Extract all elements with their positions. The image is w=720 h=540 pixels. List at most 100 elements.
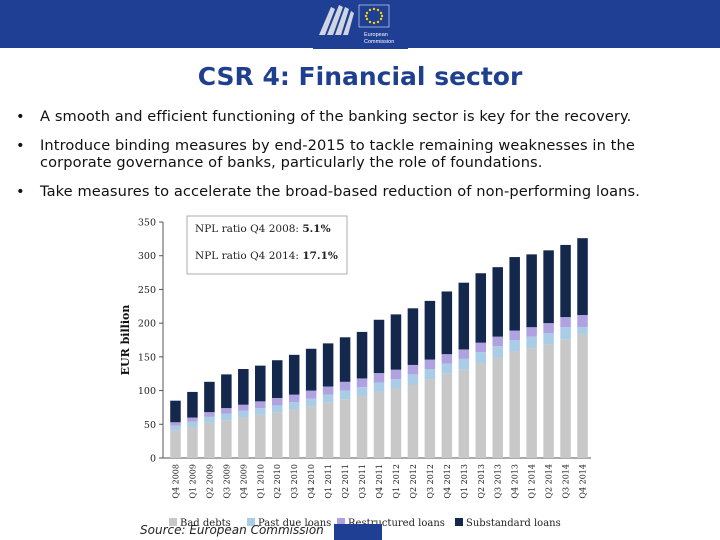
x-tick-label: Q4 2012 [443,464,452,499]
bar-segment [441,354,453,364]
bar-segment [492,267,503,337]
x-tick-label: Q1 2009 [188,464,197,499]
legend-swatch [455,518,463,526]
x-tick-label: Q2 2009 [205,464,214,499]
bar-segment [577,327,588,334]
bar-segment [187,391,198,418]
bar-segment [339,381,351,391]
annotation-value: 17.1% [302,250,338,262]
bar-segment [509,330,520,340]
bar-segment [373,382,385,392]
x-tick-label: Q3 2009 [222,464,231,499]
bar-segment [238,417,249,458]
x-tick-label: Q2 2011 [341,464,350,499]
bar-segment [221,420,232,458]
bar-segment [577,238,588,316]
bar-segment [390,388,402,458]
x-tick-label: Q1 2013 [460,464,469,499]
bar-segment [373,373,385,383]
x-tick-label: Q2 2014 [545,464,554,499]
bar-segment [288,394,300,403]
bullet-text: A smooth and efficient functioning of th… [40,108,632,125]
bar-segment [475,342,487,353]
bar-segment [492,357,503,458]
bar-segment [288,354,300,395]
bar-segment [305,398,317,407]
y-tick-label: 50 [144,420,156,431]
bar-segment [509,257,520,331]
bar-segment [458,369,470,458]
bar-segment [373,319,385,374]
source-note: Source: European Commission [140,523,324,537]
legend-label: Restructured loans [348,518,445,529]
bar-segment [204,412,215,417]
bar-segment [492,336,503,347]
eu-stars-icon [364,7,384,25]
legend-label: Bad debts [180,518,231,529]
annotation-value: 5.1% [302,223,330,235]
footer-accent-bar [334,524,382,540]
bar-segment [305,390,317,399]
annotation-label: NPL ratio Q4 2008: [195,223,302,235]
bar-segment [441,291,453,355]
x-tick-label: Q1 2014 [528,464,537,499]
bar-segment [322,343,334,387]
bar-segment [288,402,300,410]
page-title: CSR 4: Financial sector [197,62,523,91]
bar-segment [187,426,198,458]
x-tick-label: Q2 2012 [409,464,418,499]
annotation-text: NPL ratio Q4 2014: 17.1% [195,250,338,262]
logo-text-line2: Commission [364,39,394,45]
y-tick-label: 200 [138,319,156,330]
bar-segment [170,430,181,458]
bar-segment [543,323,554,334]
y-tick-label: 0 [150,454,156,465]
bar-segment [424,368,436,380]
bar-segment [204,416,215,423]
bar-segment [475,273,487,343]
bar-segment [424,300,436,360]
bar-segment [238,404,249,411]
bar-segment [543,250,554,324]
npl-stacked-bar-chart: 0 50 100 150 200 250 300 350 EUR billion Q4 2008 Q… [119,215,591,529]
x-tick-label: Q3 2013 [494,464,503,499]
bar-segment [390,314,402,370]
bar-segment [356,387,368,396]
bar-segment [441,373,453,458]
bar-segment [305,406,317,458]
bar-segment [458,358,470,370]
x-tick-label: Q3 2012 [426,464,435,499]
bar-segment [526,348,537,458]
bar-segment [322,386,334,395]
y-tick-label: 350 [138,218,156,229]
bar-segment [339,399,351,458]
y-tick-label: 250 [138,285,156,296]
y-axis-label: EUR billion [119,305,132,376]
bar-segment [407,374,419,385]
bar-segment [458,349,470,359]
annotation-label: NPL ratio Q4 2014: [195,250,302,262]
legend-swatch [247,518,255,526]
bar-segment [577,315,588,328]
bar-segment [509,351,520,458]
bar-segment [170,400,181,423]
x-tick-label: Q2 2013 [477,464,486,499]
annotation-box [186,215,348,275]
bar-segment [492,346,503,358]
y-tick-label: 300 [138,251,156,262]
bar-segment [509,340,520,352]
bar-segment [560,317,571,328]
bar-segment [322,394,334,403]
legend-swatch [169,518,177,526]
bar-segment [356,331,368,379]
bar-segment [204,381,215,413]
bar-segment [407,364,419,375]
x-tick-label: Q1 2012 [392,464,401,499]
bullet-icon: • [16,136,25,154]
x-tick-label: Q1 2011 [324,464,333,499]
bar-segment [255,408,266,415]
bar-segment [543,333,554,345]
bar-segment [204,422,215,458]
bar-segment [305,348,317,391]
bullet-text: Take measures to accelerate the broad-ba… [40,182,640,200]
